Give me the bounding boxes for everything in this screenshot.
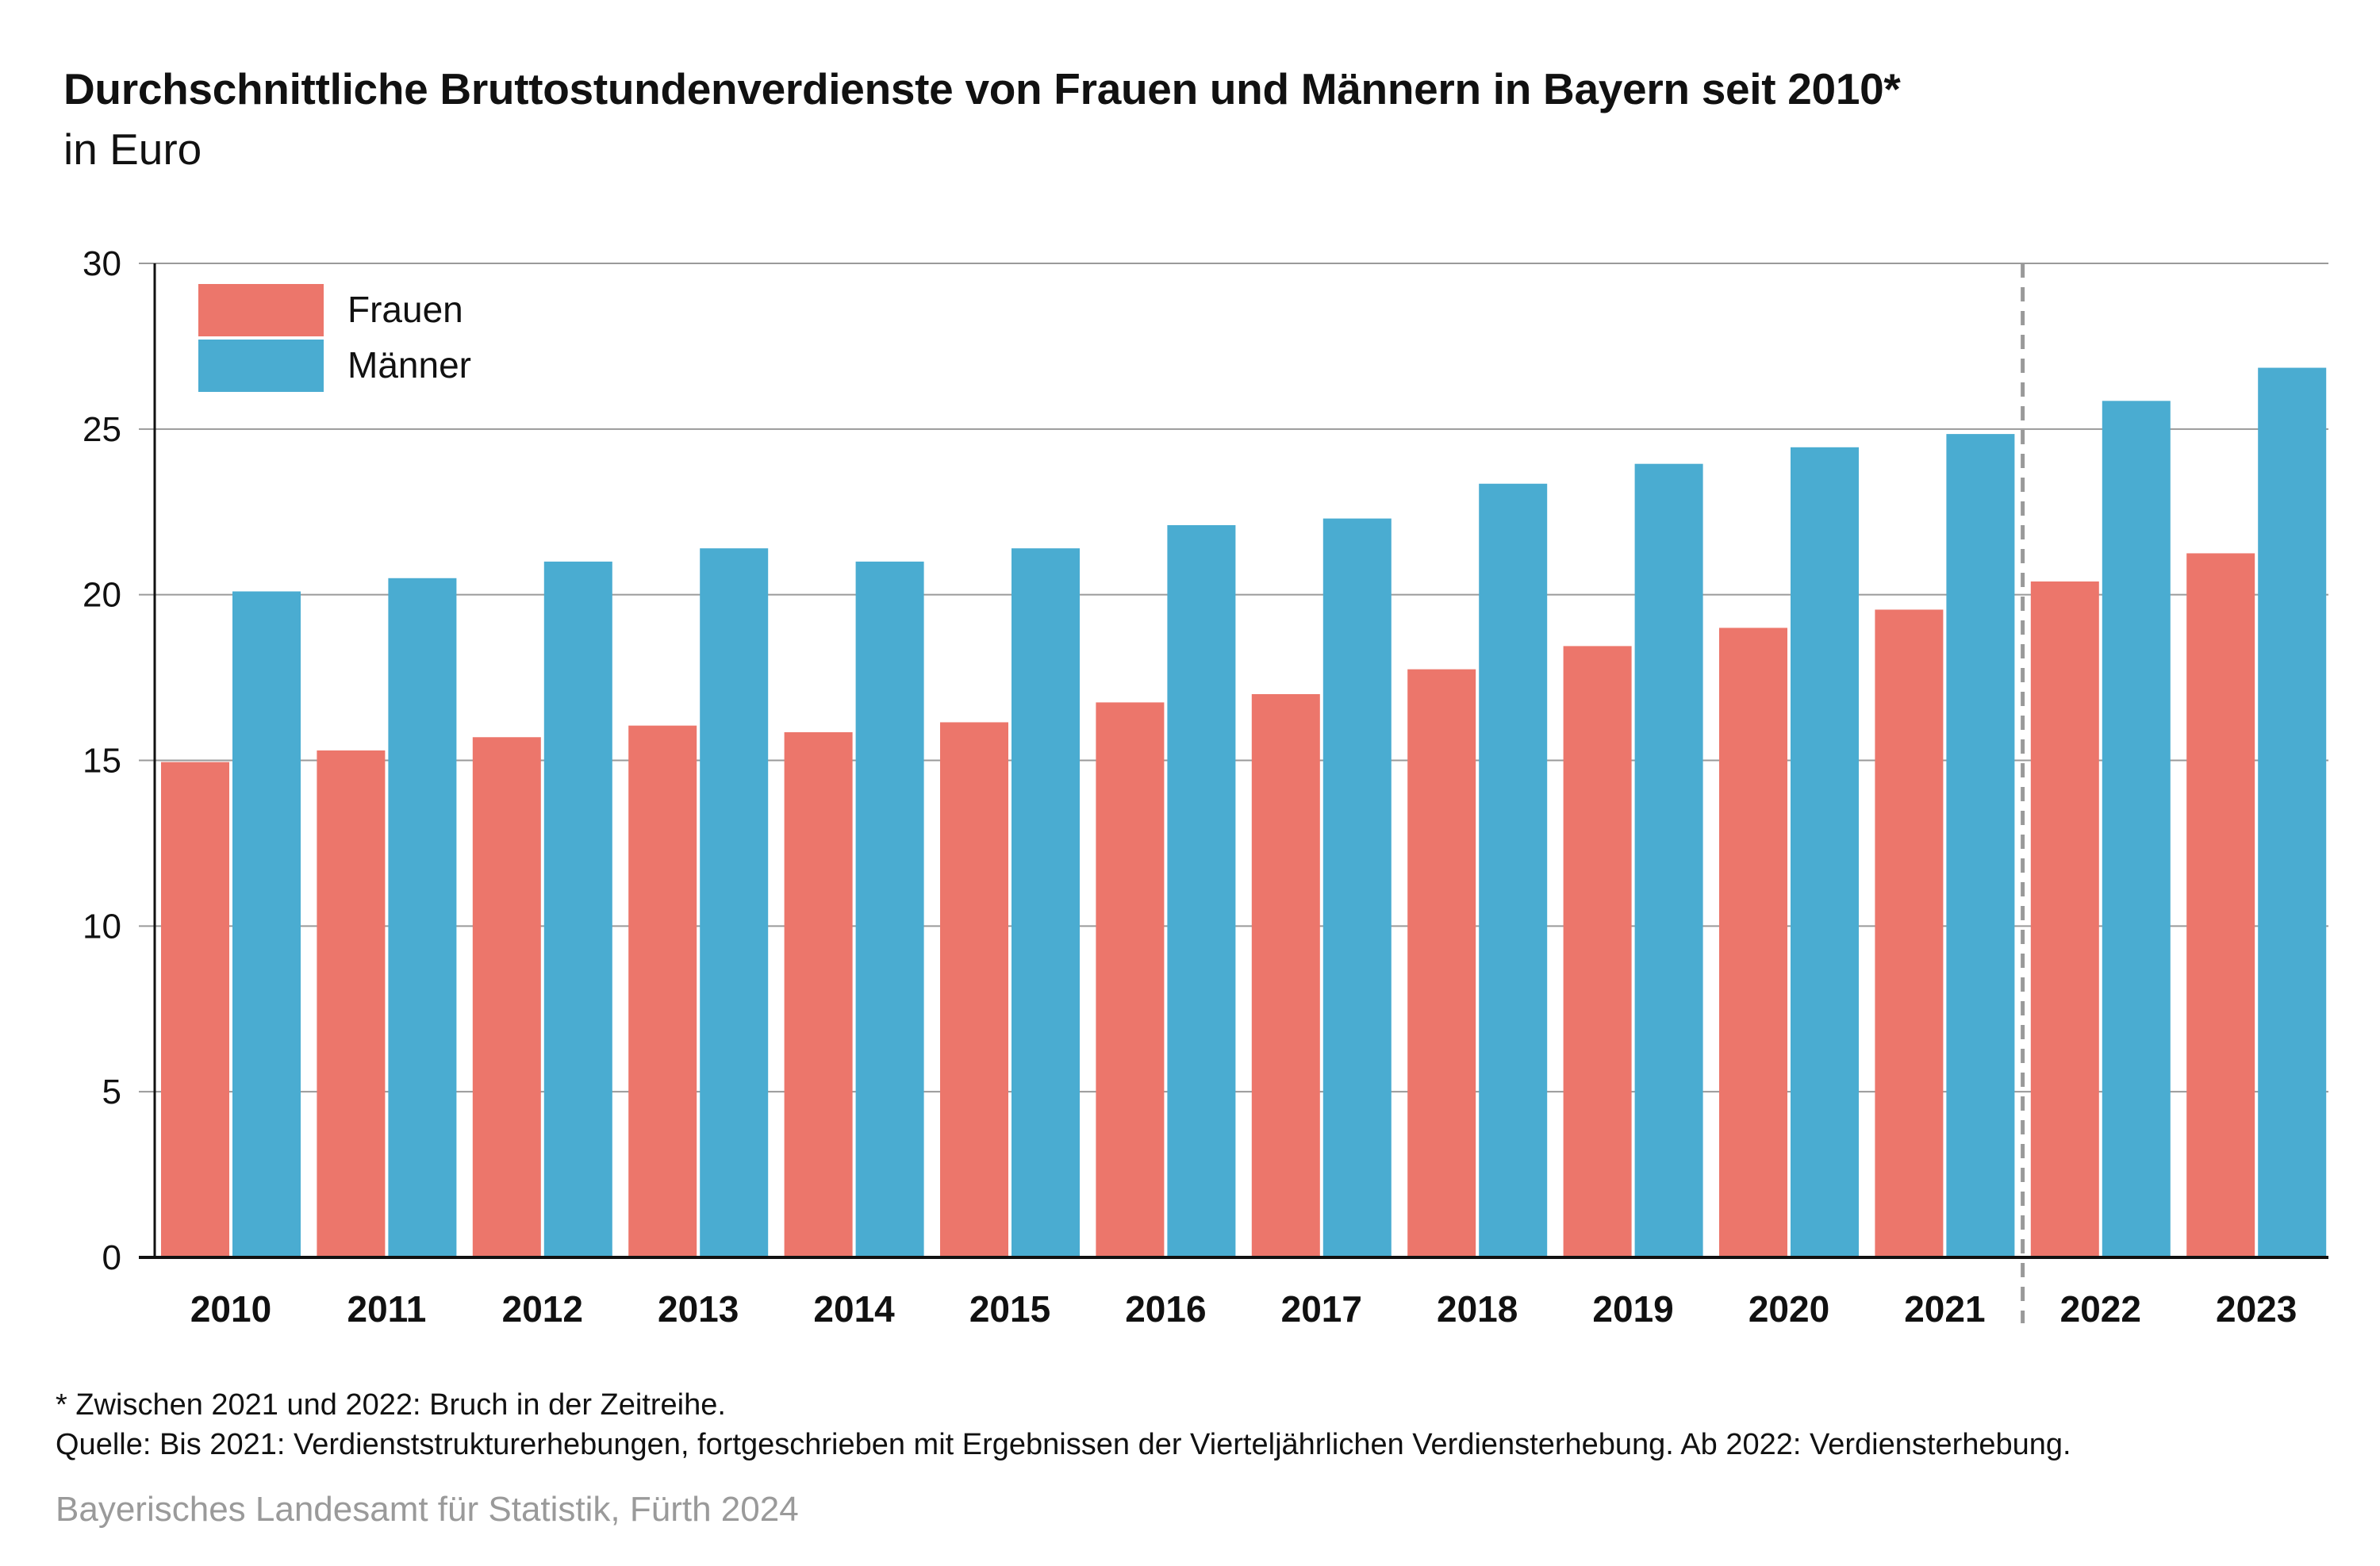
y-tick-label: 25 [83, 410, 121, 449]
x-tick-label: 2016 [1125, 1288, 1206, 1330]
y-tick-label: 30 [83, 244, 121, 283]
bar-frauen-2016 [1096, 702, 1165, 1257]
x-tick-label: 2014 [813, 1288, 895, 1330]
y-tick-label: 0 [102, 1238, 121, 1277]
bar-frauen-2023 [2186, 553, 2255, 1257]
y-tick-label: 20 [83, 576, 121, 615]
bar-frauen-2019 [1563, 646, 1632, 1257]
bar-frauen-2017 [1251, 693, 1320, 1257]
bar-maenner-2014 [855, 561, 924, 1257]
x-tick-label: 2019 [1592, 1288, 1673, 1330]
x-tick-label: 2020 [1749, 1288, 1829, 1330]
legend-swatch-maenner [198, 340, 324, 392]
bar-frauen-2018 [1407, 669, 1476, 1257]
bar-frauen-2020 [1719, 628, 1787, 1257]
x-tick-label: 2012 [502, 1288, 583, 1330]
footnote-source: Quelle: Bis 2021: Verdienststrukturerheb… [56, 1428, 2071, 1461]
bar-frauen-2015 [940, 722, 1008, 1257]
bar-maenner-2012 [543, 561, 612, 1257]
bar-maenner-2017 [1322, 518, 1392, 1257]
x-tick-label: 2010 [190, 1288, 271, 1330]
x-tick-label: 2017 [1281, 1288, 1362, 1330]
bars [161, 367, 2327, 1258]
x-tick-label: 2021 [1904, 1288, 1985, 1330]
bar-frauen-2011 [317, 750, 386, 1257]
bar-frauen-2010 [161, 762, 229, 1257]
bar-maenner-2013 [700, 548, 769, 1257]
bar-frauen-2021 [1875, 609, 1944, 1257]
legend-label-maenner: Männer [347, 344, 471, 386]
bar-maenner-2015 [1012, 548, 1080, 1257]
x-tick-label: 2015 [969, 1288, 1050, 1330]
bar-maenner-2019 [1634, 463, 1703, 1257]
bar-maenner-2016 [1167, 524, 1236, 1257]
bar-maenner-2011 [388, 578, 457, 1257]
x-tick-label: 2022 [2060, 1288, 2141, 1330]
legend-label-frauen: Frauen [347, 289, 463, 330]
bar-maenner-2021 [1946, 434, 2015, 1257]
axes: 0 5 10 15 20 25 30 2010 2011 2012 2013 2014 2015 2016… [83, 244, 2328, 1330]
y-tick-label: 10 [83, 907, 121, 946]
bar-frauen-2012 [472, 737, 541, 1257]
bar-frauen-2022 [2030, 581, 2099, 1257]
publisher-credit: Bayerisches Landesamt für Statistik, Für… [56, 1490, 799, 1529]
x-tick-label: 2011 [347, 1288, 427, 1330]
chart-title: Durchschnittliche Bruttostundenverdienst… [63, 64, 1901, 113]
bar-maenner-2022 [2102, 401, 2171, 1257]
chart-subtitle: in Euro [63, 125, 202, 174]
x-tick-label: 2023 [2216, 1288, 2297, 1330]
bar-frauen-2013 [628, 725, 697, 1257]
bar-maenner-2023 [2258, 367, 2327, 1258]
y-tick-label: 15 [83, 742, 121, 781]
bar-maenner-2018 [1479, 483, 1548, 1257]
legend: Frauen Männer [198, 284, 471, 392]
y-tick-label: 5 [102, 1073, 121, 1111]
bar-maenner-2020 [1791, 447, 1859, 1257]
legend-swatch-frauen [198, 284, 324, 336]
bar-frauen-2014 [784, 731, 853, 1257]
bar-maenner-2010 [232, 591, 301, 1257]
x-tick-label: 2018 [1437, 1288, 1518, 1330]
x-tick-label: 2013 [658, 1288, 739, 1330]
footnote-break: * Zwischen 2021 und 2022: Bruch in der Z… [56, 1388, 726, 1422]
bar-chart: 0 5 10 15 20 25 30 2010 2011 2012 2013 2014 2015 2016… [83, 244, 2328, 1330]
